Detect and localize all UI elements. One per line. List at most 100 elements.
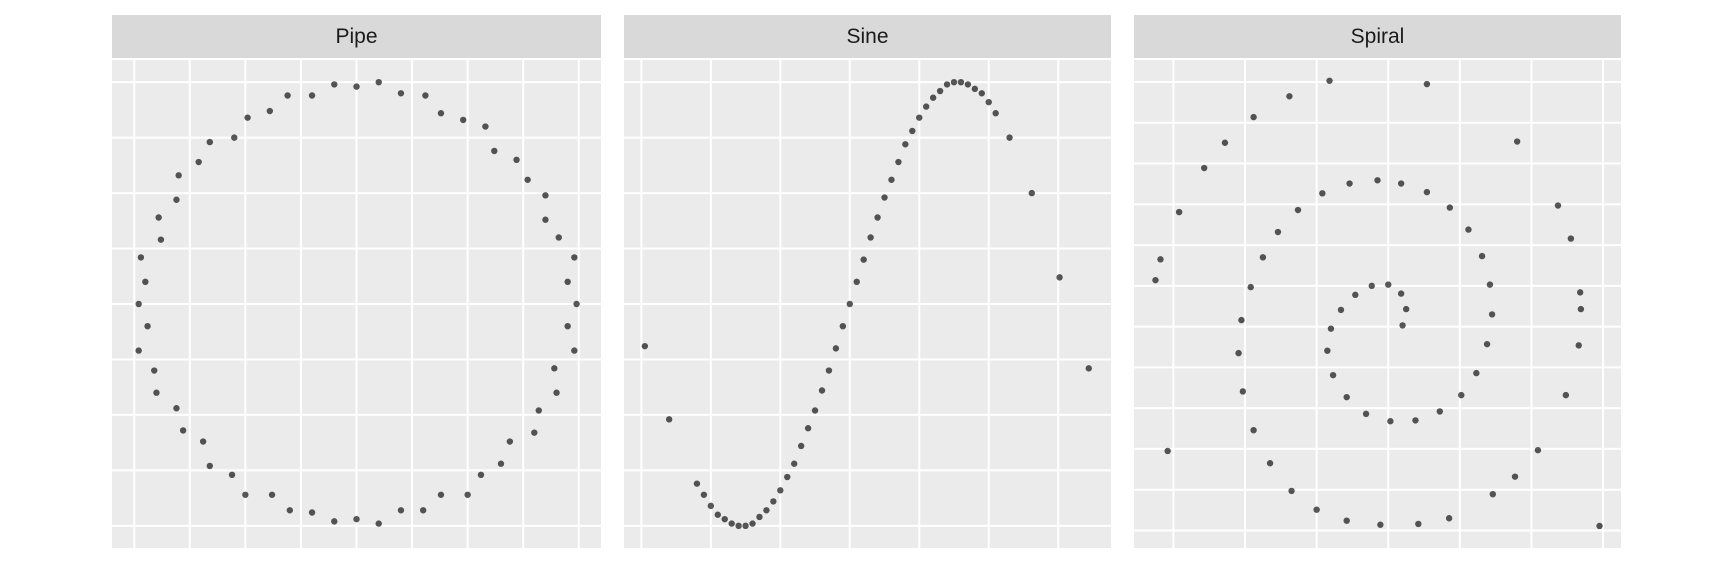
point xyxy=(195,158,202,166)
point xyxy=(1445,515,1453,522)
point xyxy=(1575,342,1582,349)
point xyxy=(1239,388,1247,395)
point xyxy=(422,92,429,99)
point xyxy=(1458,391,1465,399)
point xyxy=(284,92,291,99)
point xyxy=(895,158,902,166)
point xyxy=(1402,305,1410,313)
point xyxy=(985,98,992,106)
point xyxy=(1238,316,1245,324)
strip xyxy=(624,15,1111,58)
point xyxy=(1274,228,1282,236)
point xyxy=(1596,522,1603,530)
point xyxy=(137,254,145,261)
point xyxy=(867,234,874,241)
point xyxy=(1152,276,1159,284)
point xyxy=(693,480,701,487)
point xyxy=(832,345,840,352)
point xyxy=(1415,520,1422,528)
strip xyxy=(1134,15,1621,58)
point xyxy=(551,365,558,372)
point xyxy=(971,85,979,93)
point xyxy=(1250,426,1257,434)
point xyxy=(231,134,238,141)
point xyxy=(1397,290,1405,297)
point xyxy=(151,367,158,374)
point xyxy=(531,429,538,436)
point xyxy=(902,141,909,148)
point xyxy=(818,387,826,394)
point xyxy=(728,520,735,527)
point xyxy=(707,502,715,510)
point xyxy=(555,234,562,241)
point xyxy=(1473,369,1480,377)
point xyxy=(665,416,673,423)
point xyxy=(874,214,881,221)
point xyxy=(860,256,867,263)
panel-title: Spiral xyxy=(1351,25,1405,48)
point xyxy=(464,491,471,498)
point xyxy=(153,389,160,396)
point xyxy=(353,515,360,523)
point xyxy=(853,278,860,286)
point xyxy=(397,507,405,514)
point xyxy=(571,347,578,354)
point xyxy=(804,425,812,432)
point xyxy=(811,407,819,414)
point xyxy=(742,522,749,530)
point xyxy=(957,78,965,86)
point xyxy=(923,103,930,110)
point xyxy=(157,236,165,243)
point xyxy=(1028,189,1036,197)
point xyxy=(1567,235,1575,242)
point xyxy=(482,123,489,130)
point xyxy=(144,322,151,330)
point xyxy=(135,300,142,308)
point xyxy=(497,460,505,467)
point xyxy=(909,127,916,135)
point xyxy=(1337,306,1345,314)
point xyxy=(1576,289,1584,296)
point xyxy=(268,491,276,498)
point xyxy=(571,254,578,261)
point xyxy=(244,114,251,121)
point xyxy=(1329,371,1337,379)
point xyxy=(721,515,728,523)
point xyxy=(1085,365,1092,372)
point xyxy=(1200,164,1208,172)
point xyxy=(564,278,571,286)
point xyxy=(1352,291,1359,299)
point xyxy=(1483,340,1491,348)
point xyxy=(1247,283,1254,291)
point xyxy=(459,116,467,124)
point xyxy=(1266,460,1274,467)
point xyxy=(1385,281,1392,288)
point xyxy=(553,389,560,396)
point xyxy=(331,81,338,88)
point xyxy=(1326,77,1333,84)
point xyxy=(1157,256,1164,263)
point xyxy=(179,427,187,434)
point xyxy=(1286,93,1293,100)
point xyxy=(242,491,249,498)
point xyxy=(1511,473,1519,480)
point xyxy=(1412,417,1419,424)
point xyxy=(173,405,180,412)
point xyxy=(992,110,999,117)
point xyxy=(477,471,485,478)
strip xyxy=(112,15,601,58)
point xyxy=(763,507,770,514)
point xyxy=(542,192,549,199)
point xyxy=(437,110,445,117)
point xyxy=(1423,80,1431,88)
point xyxy=(564,322,571,330)
point xyxy=(542,216,549,223)
point xyxy=(1397,180,1405,187)
point xyxy=(524,176,531,183)
point xyxy=(142,278,149,286)
point xyxy=(1554,202,1562,209)
panel-title: Sine xyxy=(846,25,888,48)
point xyxy=(1056,274,1063,281)
point xyxy=(1374,177,1381,184)
point xyxy=(513,156,520,164)
